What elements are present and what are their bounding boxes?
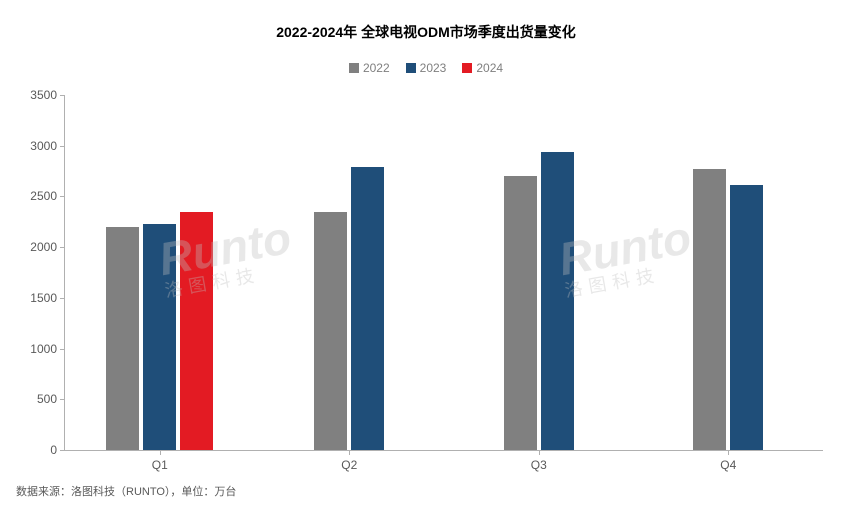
- y-tick-label: 3000: [30, 139, 65, 153]
- y-tick-label: 2000: [30, 240, 65, 254]
- x-tick-label: Q2: [341, 450, 357, 472]
- x-tick-label: Q1: [152, 450, 168, 472]
- source-note: 数据来源：洛图科技（RUNTO），单位：万台: [16, 483, 236, 499]
- bar: [314, 212, 347, 450]
- legend-swatch: [462, 63, 472, 73]
- y-tick-label: 0: [50, 443, 65, 457]
- bar: [351, 167, 384, 450]
- y-tick-label: 1500: [30, 291, 65, 305]
- chart-title: 2022-2024年 全球电视ODM市场季度出货量变化: [0, 22, 852, 42]
- y-tick-label: 3500: [30, 88, 65, 102]
- y-tick-label: 1000: [30, 342, 65, 356]
- legend-swatch: [349, 63, 359, 73]
- bar: [106, 227, 139, 450]
- y-tick-label: 2500: [30, 189, 65, 203]
- legend-label: 2023: [420, 61, 447, 75]
- x-tick-label: Q3: [531, 450, 547, 472]
- y-tick-label: 500: [37, 392, 65, 406]
- bar: [504, 176, 537, 450]
- bar: [730, 185, 763, 450]
- legend-item: 2023: [406, 60, 447, 75]
- x-tick-label: Q4: [720, 450, 736, 472]
- legend-item: 2022: [349, 60, 390, 75]
- plot-area: 0500100015002000250030003500Q1Q2Q3Q4: [64, 95, 823, 451]
- legend: 2022 2023 2024: [0, 60, 852, 75]
- bar: [143, 224, 176, 450]
- legend-label: 2024: [476, 61, 503, 75]
- legend-label: 2022: [363, 61, 390, 75]
- legend-item: 2024: [462, 60, 503, 75]
- legend-swatch: [406, 63, 416, 73]
- bar: [180, 212, 213, 450]
- bar: [541, 152, 574, 450]
- bar: [693, 169, 726, 450]
